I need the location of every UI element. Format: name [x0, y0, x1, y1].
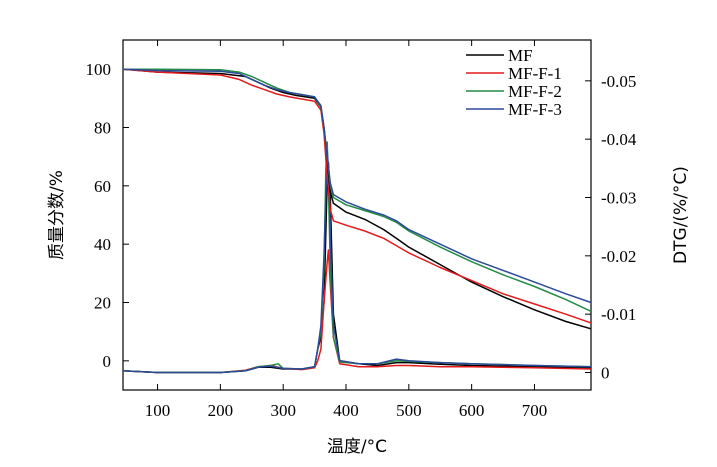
y-right-tick-label: -0.03 — [601, 189, 636, 208]
series-lines — [122, 68, 592, 374]
legend-label: MF — [508, 46, 533, 65]
axis-ticks — [123, 40, 591, 390]
y-left-tick-label: 100 — [86, 60, 112, 79]
x-tick-label: 300 — [270, 401, 296, 420]
tick-labels: 100 200 300 400 500 600 700 0 20 40 60 80 100 0 -0.01 -… — [86, 60, 637, 420]
tg-line-mf-f-1 — [122, 68, 592, 324]
y-left-tick-label: 40 — [94, 235, 111, 254]
x-tick-label: 700 — [522, 401, 548, 420]
y-right-tick-label: 0 — [601, 364, 610, 383]
plot-frame — [122, 39, 592, 391]
dtg-line-mf-f-1 — [122, 249, 592, 374]
y-left-tick-label: 20 — [94, 294, 111, 313]
tg-line-mf-f-3 — [122, 68, 592, 304]
legend-label: MF-F-2 — [508, 82, 562, 101]
y-right-tick-label: -0.04 — [601, 130, 637, 149]
dtg-line-mf-f-2 — [122, 141, 592, 374]
legend-label: MF-F-3 — [508, 100, 562, 119]
y-right-tick-label: -0.02 — [601, 247, 636, 266]
dtg-line-mf — [122, 161, 592, 374]
y-left-tick-label: 0 — [103, 352, 112, 371]
legend-label: MF-F-1 — [508, 64, 562, 83]
y-left-tick-label: 80 — [94, 119, 111, 138]
x-axis-title: 温度/°C — [327, 437, 387, 457]
y-right-axis-title: DTG/(%/°C) — [671, 166, 691, 264]
y-right-tick-label: -0.05 — [601, 72, 636, 91]
y-left-tick-label: 60 — [94, 177, 111, 196]
x-tick-label: 100 — [145, 401, 171, 420]
x-tick-label: 500 — [396, 401, 422, 420]
x-tick-label: 600 — [459, 401, 485, 420]
dtg-line-mf-f-3 — [122, 150, 592, 374]
x-tick-label: 200 — [208, 401, 234, 420]
y-right-tick-label: -0.01 — [601, 305, 636, 324]
x-tick-label: 400 — [333, 401, 359, 420]
y-left-axis-title: 质量分数/% — [47, 170, 67, 260]
